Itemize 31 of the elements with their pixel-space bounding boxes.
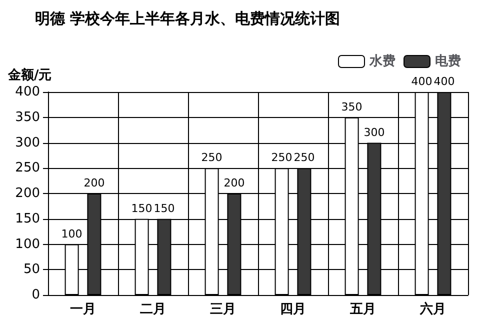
data-label: 250 [201,151,222,164]
chart-title: 明德 学校今年上半年各月水、电费情况统计图 [35,10,340,28]
y-tick-label: 150 [15,211,40,226]
y-tick-label: 250 [15,160,40,176]
data-label: 200 [84,176,105,190]
y-tick-label: 200 [15,186,40,201]
x-tick-label: 二月 [140,302,166,317]
y-tick-label: 300 [15,135,40,150]
data-label: 150 [131,202,152,215]
x-tick-label: 一月 [70,302,96,317]
x-tick-label: 六月 [419,301,446,317]
y-tick-label: 100 [15,236,40,252]
data-label: 200 [224,176,245,190]
legend-label: 电费 [435,54,461,69]
data-label: 150 [154,202,175,215]
x-tick-label: 三月 [210,302,236,317]
y-axis-title: 金额/元 [7,67,52,83]
y-tick-label: 350 [15,110,40,125]
legend-label: 水费 [368,54,396,69]
y-tick-label: 400 [15,84,40,100]
data-label: 250 [271,151,292,164]
data-label: 400 [411,75,432,88]
x-tick-label: 四月 [280,302,306,317]
data-label: 300 [364,126,385,139]
x-tick-label: 五月 [349,302,376,317]
data-label: 250 [294,151,315,164]
y-tick-label: 50 [23,262,40,278]
data-label: 400 [434,75,455,88]
data-label: 350 [341,100,362,114]
data-label: 100 [61,227,82,240]
y-tick-label: 0 [32,288,40,302]
